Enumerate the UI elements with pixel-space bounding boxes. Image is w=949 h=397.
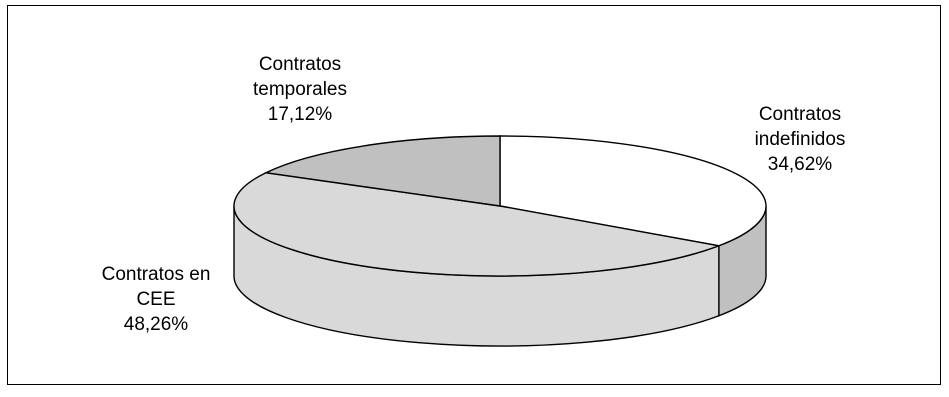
pie-top-group (233, 135, 767, 277)
data-label-contratos-temporales: Contratos temporales 17,12% (253, 54, 347, 125)
slice-contratos-temporales (263, 135, 501, 207)
data-label-value: 17,12% (268, 104, 333, 125)
data-label-line: Contratos en (102, 264, 211, 285)
data-label-value: 48,26% (124, 314, 189, 335)
slice-contratos-indefinidos (499, 135, 767, 247)
data-label-line: Contratos (259, 54, 341, 75)
data-label-line: CEE (136, 289, 175, 310)
data-label-line: Contratos (759, 104, 841, 125)
data-label-line: indefinidos (755, 129, 846, 150)
slice-contratos-en-cee (233, 172, 722, 277)
data-label-contratos-indefinidos: Contratos indefinidos 34,62% (755, 104, 846, 175)
data-label-contratos-en-cee: Contratos en CEE 48,26% (102, 264, 211, 335)
data-label-value: 34,62% (768, 154, 833, 175)
data-label-line: temporales (253, 79, 347, 100)
